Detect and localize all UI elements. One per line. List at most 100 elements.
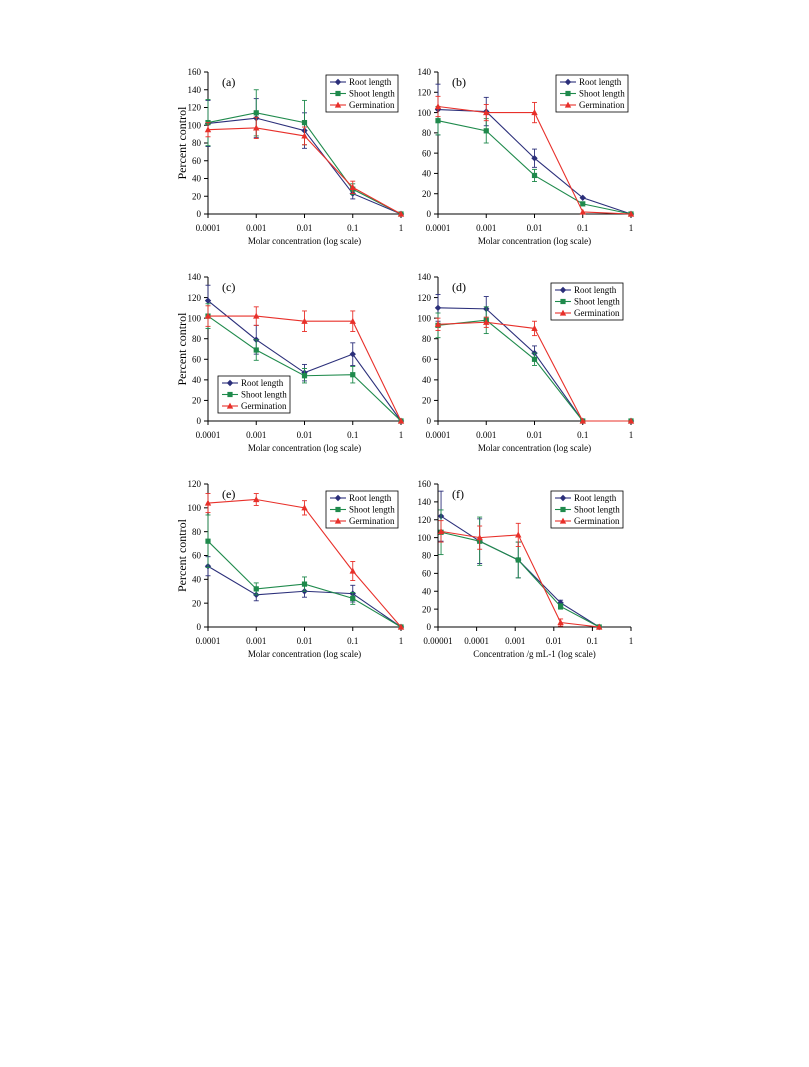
data-point [253, 347, 259, 353]
x-tick-label: 1 [399, 430, 404, 440]
x-tick-label: 0.01 [297, 636, 313, 646]
chart-panel-b: 0 20 40 60 80 100 120 140 0.0001 0.001 0.01 0.1 1 Mol… [418, 67, 635, 246]
x-tick-label: 0.0001 [196, 223, 221, 233]
x-tick-label: 0.01 [527, 430, 543, 440]
y-tick-label: 20 [192, 396, 202, 406]
legend-swatch-marker [559, 517, 567, 524]
x-tick-label: 0.001 [505, 636, 525, 646]
chart-panel-c: 0 20 40 60 80 100 120 140 0.0001 0.001 0.01 0.1 1 Mol… [175, 272, 405, 453]
x-axis-title: Molar concentration (log scale) [248, 649, 361, 659]
data-point [301, 132, 308, 139]
series-germination [204, 493, 405, 630]
y-tick-label: 120 [188, 479, 202, 489]
y-tick-label: 0 [197, 209, 202, 219]
x-tick-label: 0.1 [587, 636, 598, 646]
data-point [301, 119, 308, 126]
x-tick-label: 0.0001 [196, 636, 221, 646]
x-tick-label: 0.1 [347, 223, 358, 233]
x-tick-label: 0.001 [476, 430, 496, 440]
legend-label: Germination [241, 401, 287, 411]
data-point [531, 172, 538, 179]
x-axis-title: Molar concentration (log scale) [248, 236, 361, 246]
y-axis-title: Percent control [175, 518, 189, 592]
data-point [627, 210, 635, 217]
y-tick-label: 60 [192, 551, 202, 561]
legend-label: Shoot length [349, 89, 395, 99]
y-axis-title: Percent control [175, 106, 189, 180]
x-tick-label: 0.001 [246, 636, 266, 646]
data-point [531, 325, 538, 332]
panel-label: (c) [222, 280, 235, 294]
y-tick-label: 0 [197, 622, 202, 632]
y-tick-label: 60 [192, 354, 202, 364]
legend-label: Shoot length [349, 505, 395, 515]
legend-label: Shoot length [574, 505, 620, 515]
x-tick-label: 0.001 [246, 430, 266, 440]
legend-swatch-marker [334, 517, 342, 524]
legend-label: Root length [579, 77, 622, 87]
x-tick-label: 0.0001 [196, 430, 221, 440]
y-tick-label: 120 [418, 515, 432, 525]
x-tick-label: 0.01 [527, 223, 543, 233]
y-tick-label: 120 [188, 103, 202, 113]
x-tick-label: 1 [629, 636, 634, 646]
data-point [434, 320, 442, 327]
y-tick-label: 80 [422, 551, 432, 561]
y-tick-label: 80 [192, 138, 202, 148]
data-point [301, 317, 308, 324]
data-point [301, 373, 308, 379]
data-point [349, 317, 356, 324]
y-tick-label: 20 [192, 191, 202, 201]
legend-swatch-marker [564, 101, 572, 108]
data-point [579, 208, 586, 215]
y-tick-label: 80 [422, 334, 432, 344]
legend-swatch-marker [334, 78, 342, 86]
x-tick-label: 1 [399, 636, 404, 646]
chart-panel-f: 0 20 40 60 80 100 120 140 160 0.00001 0.0001 0.001 0… [418, 479, 634, 659]
y-tick-label: 100 [418, 533, 432, 543]
y-tick-label: 20 [422, 396, 432, 406]
data-point [253, 496, 260, 503]
data-point [204, 499, 212, 506]
y-tick-label: 20 [422, 189, 432, 199]
data-point [483, 318, 490, 325]
data-point [397, 623, 405, 630]
y-tick-label: 140 [418, 67, 432, 77]
data-point [515, 557, 521, 563]
x-tick-label: 0.001 [246, 223, 266, 233]
y-tick-label: 140 [188, 272, 202, 282]
x-tick-label: 0.0001 [464, 636, 489, 646]
y-tick-label: 120 [418, 293, 432, 303]
data-point [476, 534, 483, 541]
data-point [301, 504, 308, 511]
data-point [515, 531, 522, 538]
series-germination [434, 316, 635, 424]
legend-swatch-marker [560, 506, 566, 513]
data-point [557, 619, 564, 626]
data-point [350, 372, 356, 378]
data-point [253, 124, 260, 131]
y-axis-title: Percent control [175, 312, 189, 386]
legend-swatch-marker [564, 78, 572, 86]
legend-swatch-marker [560, 298, 566, 305]
data-point [301, 581, 308, 587]
x-tick-label: 0.01 [297, 430, 313, 440]
legend-label: Root length [349, 77, 392, 87]
legend-swatch-marker [565, 90, 571, 97]
x-tick-label: 1 [629, 223, 634, 233]
y-tick-label: 40 [422, 375, 432, 385]
data-point [253, 110, 259, 116]
legend-swatch-marker [227, 391, 233, 398]
legend-swatch-marker [226, 402, 234, 409]
legend-label: Germination [574, 308, 620, 318]
data-point [531, 155, 538, 162]
y-tick-label: 120 [418, 87, 432, 97]
data-point [253, 586, 259, 592]
legend-swatch-marker [559, 309, 567, 316]
series-germination [437, 520, 603, 630]
